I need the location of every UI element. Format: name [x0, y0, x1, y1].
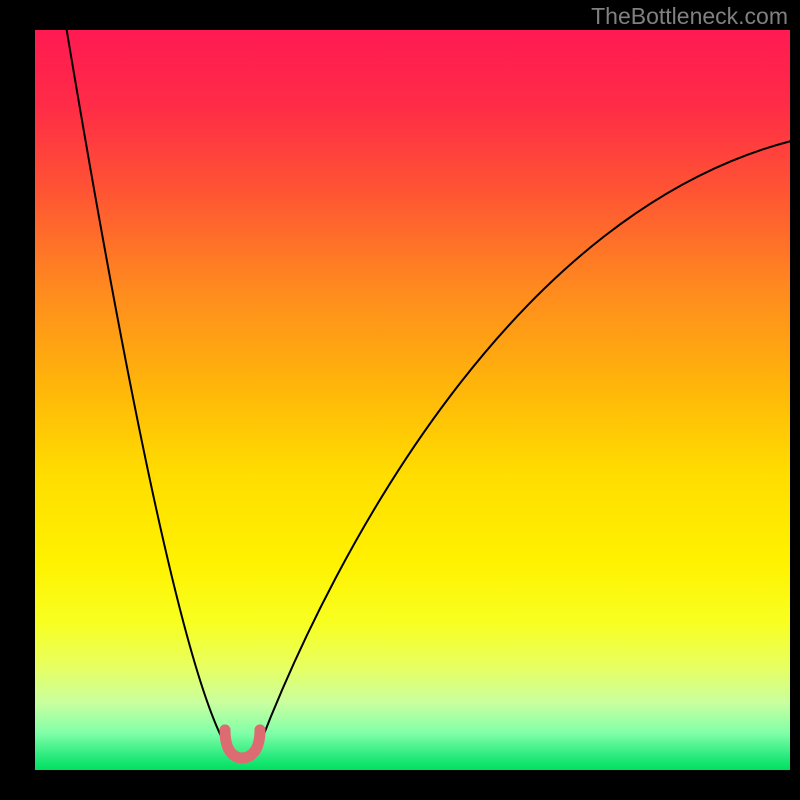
trough-highlight-path [225, 730, 260, 758]
trough-dot-left [220, 725, 231, 736]
plot-area [35, 30, 790, 770]
trough-dot-right [255, 725, 266, 736]
bottleneck-curve [65, 30, 790, 760]
curve-layer [35, 30, 790, 770]
watermark-text: TheBottleneck.com [591, 3, 788, 30]
